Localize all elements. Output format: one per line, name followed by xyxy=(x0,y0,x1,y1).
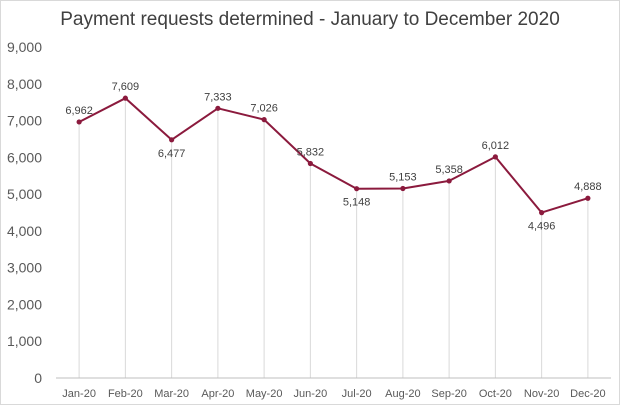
y-tick-label: 0 xyxy=(34,370,42,386)
y-tick-label: 4,000 xyxy=(7,223,42,239)
x-tick-label: Feb-20 xyxy=(108,388,143,400)
data-point xyxy=(169,137,175,143)
data-label: 5,148 xyxy=(343,197,371,209)
data-label: 5,358 xyxy=(435,164,463,176)
y-tick-label: 2,000 xyxy=(7,296,42,312)
x-tick-label: Jun-20 xyxy=(294,388,328,400)
y-tick-label: 7,000 xyxy=(7,113,42,129)
y-tick-label: 1,000 xyxy=(7,333,42,349)
data-label: 4,888 xyxy=(574,181,602,193)
data-point xyxy=(122,95,128,101)
data-point xyxy=(585,195,591,201)
data-label: 7,333 xyxy=(204,91,232,103)
y-tick-label: 5,000 xyxy=(7,186,42,202)
x-tick-label: Oct-20 xyxy=(479,388,512,400)
x-tick-label: Jul-20 xyxy=(342,388,372,400)
x-tick-label: Dec-20 xyxy=(570,388,605,400)
y-tick-label: 6,000 xyxy=(7,149,42,165)
data-point xyxy=(261,116,267,123)
data-label: 6,012 xyxy=(482,140,510,152)
data-point xyxy=(539,210,545,216)
data-label: 5,832 xyxy=(297,147,325,159)
x-tick-label: Apr-20 xyxy=(201,388,234,400)
data-point xyxy=(76,119,82,125)
data-point xyxy=(307,160,313,167)
data-label: 6,962 xyxy=(65,105,93,117)
data-label: 4,496 xyxy=(528,221,556,233)
data-point xyxy=(215,105,221,111)
data-point xyxy=(492,154,498,160)
x-tick-label: May-20 xyxy=(246,388,283,400)
data-point xyxy=(354,186,360,192)
y-tick-label: 9,000 xyxy=(7,39,42,55)
data-label: 7,026 xyxy=(250,103,278,115)
x-tick-label: Sep-20 xyxy=(431,388,466,400)
data-point xyxy=(446,178,452,184)
x-tick-label: Aug-20 xyxy=(385,388,420,400)
data-point xyxy=(400,185,406,192)
x-tick-label: Jan-20 xyxy=(62,388,96,400)
data-label: 5,153 xyxy=(389,171,417,183)
series-line xyxy=(78,97,589,214)
x-tick-label: Nov-20 xyxy=(524,388,559,400)
chart-title: Payment requests determined - January to… xyxy=(60,9,560,30)
y-tick-label: 3,000 xyxy=(7,260,42,276)
data-label: 6,477 xyxy=(158,148,186,160)
y-tick-label: 8,000 xyxy=(7,76,42,92)
x-tick-label: Mar-20 xyxy=(154,388,189,400)
data-label: 7,609 xyxy=(112,81,140,93)
